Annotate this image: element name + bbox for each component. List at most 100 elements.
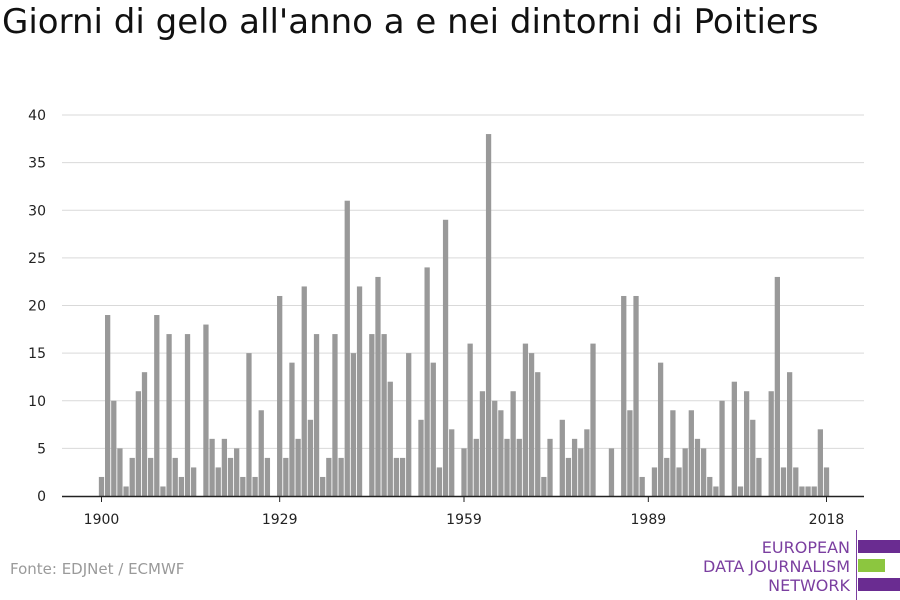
bar-1913 [178,476,185,496]
bar-1942 [356,286,363,496]
bar-1923 [240,476,246,496]
bar-1971 [535,372,541,496]
bar-1927 [264,457,271,496]
bar-1965 [498,410,504,496]
bar-1938 [332,334,338,496]
bar-2001 [719,400,725,496]
bar-1931 [289,362,295,496]
bar-1998 [700,448,707,497]
bar-1979 [584,429,590,496]
bar-2015 [805,486,811,496]
bar-1959 [461,448,467,497]
logo-bar-green [858,559,885,572]
bar-2009 [768,391,774,496]
bar-1907 [141,372,148,496]
bar-1994 [676,467,682,496]
bar-1922 [234,448,240,497]
y-tick-label: 0 [37,489,46,505]
bar-1947 [387,381,393,496]
bar-1987 [633,295,639,496]
bar-1911 [166,334,172,496]
bar-1954 [430,362,436,496]
bar-1990 [651,467,658,496]
bar-1973 [547,438,553,496]
bar-1962 [479,391,486,496]
bar-1978 [578,448,584,497]
bar-2004 [737,486,744,496]
bar-1910 [160,486,166,496]
bar-1955 [436,467,443,496]
bar-1961 [473,438,479,496]
bar-1932 [295,438,301,496]
bar-1953 [424,267,430,496]
bar-1929 [277,295,283,496]
bar-1986 [627,410,633,496]
bar-1969 [522,343,529,496]
bar-1960 [467,343,473,496]
bar-1936 [320,476,326,496]
bar-1940 [344,200,350,496]
bar-2006 [750,419,756,496]
bar-1937 [326,457,332,496]
bar-chart: 0 5 10 15 20 25 30 35 40 1900 1929 1959 1989 2018 [28,108,864,528]
bar-1991 [657,362,664,496]
y-tick-label: 30 [28,203,46,219]
y-tick-label: 10 [28,394,46,410]
bar-1983 [608,448,615,497]
bar-1967 [510,391,516,496]
logo-divider [856,530,857,600]
x-tick-label: 1989 [631,512,667,528]
bar-1972 [541,476,547,496]
bar-1919 [215,467,221,496]
bar-2017 [817,429,823,496]
bar-2005 [743,391,750,496]
logo-bar-purple-bottom [858,578,900,591]
bar-1985 [621,295,627,496]
bar-1948 [393,457,400,496]
logo-bar-purple-top [858,540,900,553]
bar-1970 [528,353,535,497]
bar-1902 [111,400,117,496]
bar-2000 [713,486,719,496]
bar-1977 [571,438,578,496]
bar-1980 [590,343,596,496]
bar-1995 [682,448,688,497]
bars [98,134,830,497]
source-note: Fonte: EDJNet / ECMWF [10,560,185,578]
bar-2014 [799,486,805,496]
bar-2007 [756,457,762,496]
bar-2011 [780,467,787,496]
gridlines [62,114,864,449]
bar-1968 [516,438,522,496]
bar-1909 [154,315,160,496]
bar-1926 [258,410,264,496]
logo-line-1: EUROPEAN [761,538,850,557]
bar-1918 [209,438,215,496]
bar-2018 [823,467,830,496]
bar-1949 [399,457,406,496]
bar-1956 [442,219,449,496]
y-tick-label: 5 [37,441,46,457]
x-tick-labels: 1900 1929 1959 1989 2018 [84,496,844,528]
bar-1992 [664,457,670,496]
y-tick-label: 25 [28,251,46,267]
bar-1966 [504,438,510,496]
bar-2003 [731,381,737,496]
bar-1930 [283,457,289,496]
x-tick-label: 1929 [262,512,298,528]
bar-1933 [301,286,307,496]
bar-1939 [338,457,344,496]
bar-1912 [172,457,178,496]
bar-1920 [221,438,228,496]
bar-1988 [639,476,645,496]
edjnet-logo: EUROPEAN DATA JOURNALISM NETWORK [700,530,900,600]
bar-1925 [252,476,258,496]
bar-1993 [670,410,676,496]
chart-title: Giorni di gelo all'anno a e nei dintorni… [2,2,819,42]
bar-1924 [246,353,252,497]
bar-1908 [148,457,154,496]
bar-1957 [449,429,455,496]
bar-1917 [203,324,209,496]
x-tick-label: 1900 [84,512,120,528]
bar-1934 [307,419,314,496]
